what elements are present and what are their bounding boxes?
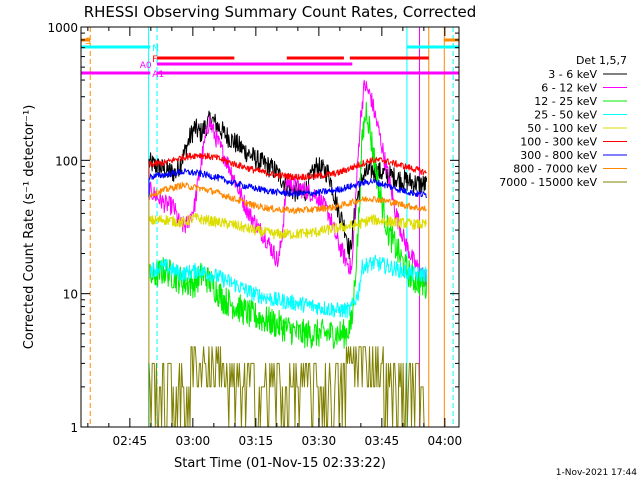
- x-tick-label: 02:45: [113, 434, 148, 448]
- state-bar-label: A1: [152, 70, 164, 80]
- x-tick-label: 03:45: [365, 434, 400, 448]
- y-tick-label: 1: [70, 421, 78, 435]
- legend-label: 7000 - 15000 keV: [499, 176, 597, 189]
- legend-label: 25 - 50 keV: [534, 109, 597, 122]
- series-trace: [148, 254, 428, 427]
- chart-title: RHESSI Observing Summary Count Rates, Co…: [84, 3, 477, 21]
- footer-timestamp: 1-Nov-2021 17:44: [556, 468, 638, 478]
- series-trace: [148, 181, 428, 427]
- y-tick-label: 100: [55, 154, 78, 168]
- legend-label: 300 - 800 keV: [520, 149, 597, 162]
- state-bar-label: S: [85, 37, 91, 47]
- series-trace: [148, 212, 428, 427]
- x-axis-label: Start Time (01-Nov-15 02:33:22): [174, 456, 386, 471]
- state-bar-label: N: [152, 44, 159, 54]
- state-bar-label: F: [152, 55, 157, 65]
- y-tick-label: 10: [63, 288, 78, 302]
- state-bar-label: A0: [140, 61, 152, 71]
- legend-label: 800 - 7000 keV: [513, 163, 597, 176]
- legend-label: 6 - 12 keV: [541, 82, 597, 95]
- series-trace: [148, 101, 428, 427]
- x-tick-label: 03:15: [239, 434, 274, 448]
- series-trace: [148, 346, 427, 428]
- legend-title: Det 1,5,7: [576, 54, 627, 67]
- legend-label: 3 - 6 keV: [548, 68, 597, 81]
- series-trace: [148, 152, 427, 427]
- x-tick-label: 04:00: [428, 434, 463, 448]
- y-tick-label: 1000: [47, 21, 78, 35]
- y-axis-label: Corrected Count Rate (s⁻¹ detector⁻¹): [22, 105, 37, 350]
- axis-ticks: 1 10 100 1000 02:45 03:00 03:15 03:30 03:45 04:00: [47, 21, 462, 448]
- series-trace: [148, 168, 428, 427]
- legend-label: 12 - 25 keV: [534, 95, 597, 108]
- legend-label: 50 - 100 keV: [527, 122, 597, 135]
- plot-frame: [80, 26, 460, 428]
- x-tick-label: 03:00: [176, 434, 211, 448]
- x-tick-label: 03:30: [302, 434, 337, 448]
- legend-label: 100 - 300 keV: [520, 136, 597, 149]
